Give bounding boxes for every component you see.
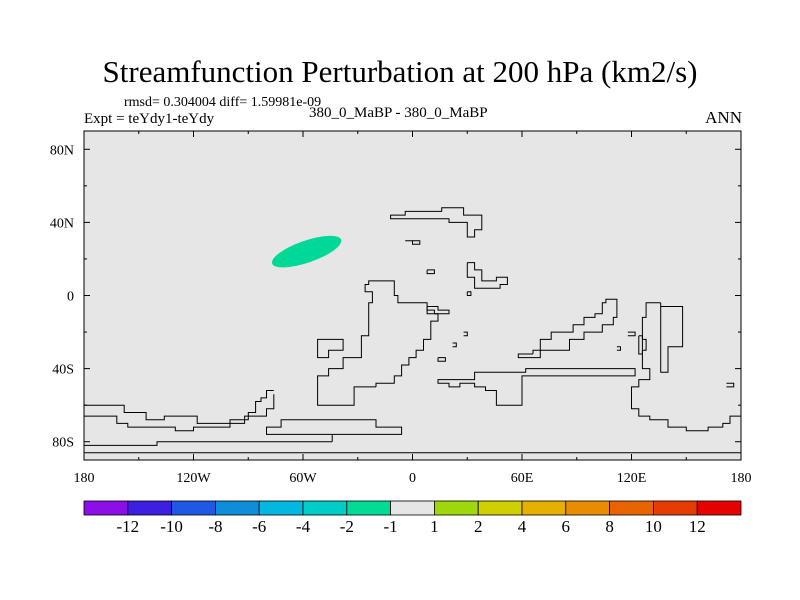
colorbar-label: -2 bbox=[340, 517, 354, 536]
coastline bbox=[405, 240, 421, 245]
colorbar-label: 4 bbox=[518, 517, 527, 536]
case-label: 380_0_MaBP - 380_0_MaBP bbox=[309, 105, 488, 121]
colorbar-label: -8 bbox=[208, 517, 222, 536]
coastline bbox=[466, 291, 472, 296]
axes: 180 120W 60W 0 60E 120E 180 80N 40N 0 40S 80S bbox=[50, 131, 752, 486]
coastline bbox=[660, 302, 684, 373]
coastline bbox=[517, 298, 618, 359]
x-tick-label: 180 bbox=[731, 471, 752, 486]
coastline bbox=[84, 394, 275, 432]
colorbar-label: -6 bbox=[252, 517, 266, 536]
colorbar-swatch bbox=[653, 500, 698, 516]
experiment-label: Expt = teYdy1-teYdy bbox=[84, 111, 215, 127]
anomaly-layer bbox=[271, 235, 342, 268]
anomaly-region bbox=[271, 235, 342, 268]
coastline bbox=[84, 390, 274, 424]
chart-title: Streamfunction Perturbation at 200 hPa (… bbox=[102, 54, 698, 89]
coastline bbox=[437, 368, 636, 406]
colorbar-swatch bbox=[214, 500, 260, 516]
colorbar-label: 10 bbox=[645, 517, 662, 536]
colorbar-swatch bbox=[477, 500, 523, 516]
x-tick-label: 60W bbox=[289, 471, 317, 486]
coastline bbox=[631, 302, 741, 432]
coastline bbox=[317, 280, 439, 406]
x-tick-label: 120E bbox=[617, 471, 647, 486]
colorbar-swatch bbox=[565, 500, 610, 516]
colorbar-label: 12 bbox=[689, 517, 706, 536]
colorbar-label: -4 bbox=[296, 517, 311, 536]
x-tick-label: 180 bbox=[74, 471, 95, 486]
coastline bbox=[466, 262, 508, 289]
colorbar-swatch bbox=[696, 500, 742, 516]
y-tick-label: 40N bbox=[50, 216, 74, 231]
colorbar-label: 6 bbox=[562, 517, 571, 536]
colorbar-swatch bbox=[83, 500, 129, 516]
colorbar-label: -12 bbox=[116, 517, 139, 536]
coastline bbox=[463, 331, 468, 337]
coastline bbox=[84, 441, 333, 446]
coastline bbox=[627, 331, 636, 337]
x-tick-label: 60E bbox=[511, 471, 534, 486]
coastline-layer bbox=[84, 207, 741, 454]
colorbar-swatch bbox=[258, 500, 304, 516]
colorbar: -12 -10 -8 -6 -4 -2 -1 1 2 4 6 8 10 12 bbox=[83, 500, 742, 536]
y-tick-label: 80S bbox=[52, 436, 74, 451]
colorbar-label: 1 bbox=[430, 517, 439, 536]
colorbar-label: -1 bbox=[384, 517, 398, 536]
y-tick-label: 40S bbox=[52, 363, 74, 378]
coastline bbox=[437, 357, 446, 362]
colorbar-swatch bbox=[390, 500, 435, 516]
coastline bbox=[452, 342, 457, 348]
coastline bbox=[317, 338, 344, 359]
coastline bbox=[426, 269, 435, 275]
colorbar-label: -10 bbox=[160, 517, 183, 536]
colorbar-swatch bbox=[346, 500, 391, 516]
coastline bbox=[266, 419, 403, 442]
colorbar-swatch bbox=[609, 500, 654, 516]
coastline bbox=[616, 346, 621, 351]
colorbar-swatch bbox=[302, 500, 348, 516]
season-label: ANN bbox=[705, 108, 742, 127]
coastline bbox=[390, 207, 483, 238]
colorbar-label: 2 bbox=[474, 517, 483, 536]
y-tick-label: 0 bbox=[67, 290, 74, 305]
colorbar-swatch bbox=[171, 500, 216, 516]
coastline bbox=[426, 306, 450, 315]
stats-line: rmsd= 0.304004 diff= 1.59981e-09 bbox=[124, 95, 322, 110]
x-tick-label: 0 bbox=[409, 471, 416, 486]
y-tick-label: 80N bbox=[50, 143, 74, 158]
colorbar-swatch bbox=[521, 500, 567, 516]
colorbar-swatch bbox=[127, 500, 173, 516]
coastline bbox=[726, 382, 735, 388]
colorbar-label: 8 bbox=[605, 517, 614, 536]
colorbar-swatch bbox=[433, 500, 479, 516]
x-tick-label: 120W bbox=[176, 471, 211, 486]
map-background bbox=[84, 131, 741, 460]
